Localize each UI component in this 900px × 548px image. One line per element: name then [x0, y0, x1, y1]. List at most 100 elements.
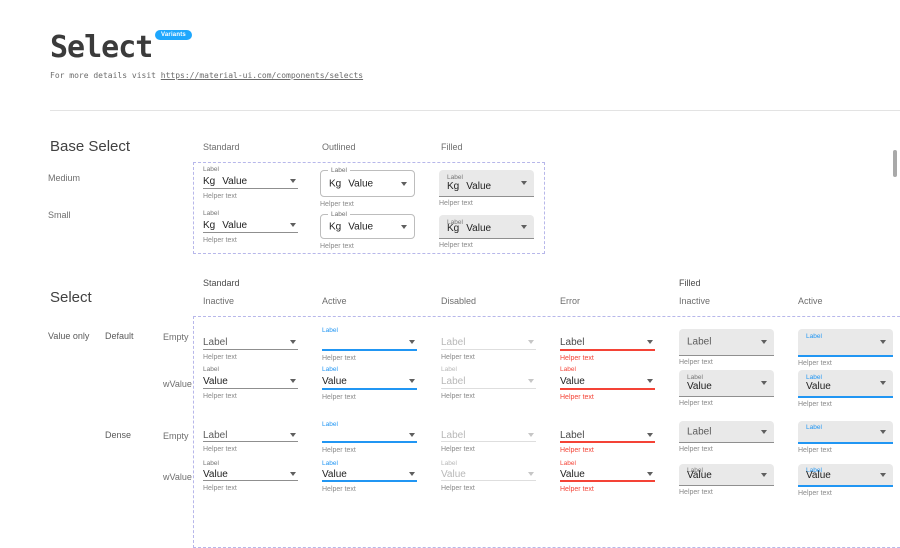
select-field[interactable]: Value: [322, 375, 417, 390]
select-adornment: Kg: [447, 181, 460, 192]
state-header-error: Error: [560, 296, 580, 306]
state-header-disabled: Disabled: [441, 296, 477, 306]
dropdown-caret-icon: [528, 472, 534, 476]
select-filled-active-empty: Label Helper text: [798, 329, 893, 367]
select-field[interactable]: Label Kg Value: [320, 167, 415, 197]
helper-text: Helper text: [203, 237, 237, 244]
select-value: Value: [687, 381, 712, 392]
dropdown-caret-icon: [290, 179, 296, 183]
select-field[interactable]: Label: [560, 336, 655, 351]
dropdown-caret-icon: [290, 223, 296, 227]
select-field[interactable]: Label Kg Value: [439, 215, 534, 239]
select-field[interactable]: Label: [441, 375, 536, 389]
helper-text: Helper text: [679, 359, 713, 366]
helper-text: Helper text: [203, 446, 237, 453]
select-field[interactable]: Label Value: [798, 464, 893, 487]
select-label: Label: [203, 460, 219, 467]
select-field[interactable]: Label: [798, 421, 893, 444]
select-field[interactable]: Value: [203, 468, 298, 481]
select-value: Kg Value: [329, 178, 374, 189]
select-standard-disabled-empty: Label Helper text: [441, 326, 536, 361]
helper-text: Helper text: [560, 355, 594, 362]
select-standard-active-empty: Label Helper text: [322, 326, 417, 362]
select-value: Label: [441, 376, 466, 387]
dropdown-caret-icon: [528, 379, 534, 383]
select-label: Label: [203, 166, 219, 173]
select-label: [203, 326, 298, 336]
variants-badge: Variants: [155, 30, 192, 40]
state-header-inactive: Inactive: [203, 296, 235, 306]
select-filled-inactive-dense-empty: Label Helper text: [679, 421, 774, 453]
select-label: Label: [328, 167, 350, 175]
helper-text: Helper text: [560, 486, 594, 493]
select-field[interactable]: Label: [441, 429, 536, 442]
case-label: Value only: [48, 331, 90, 341]
group-header-filled: Filled: [679, 278, 701, 288]
select-label: [203, 420, 298, 429]
select-field[interactable]: Label: [679, 329, 774, 356]
dropdown-caret-icon: [521, 224, 527, 229]
select-label: Label: [687, 426, 712, 437]
select-field[interactable]: Value: [441, 468, 536, 481]
select-field[interactable]: [322, 336, 417, 351]
dropdown-caret-icon: [880, 429, 886, 434]
select-value: Label: [560, 337, 585, 348]
divider: [50, 110, 900, 111]
group-header-standard: Standard: [203, 278, 240, 288]
select-field[interactable]: Label: [560, 429, 655, 443]
select-standard-disabled-dense-empty: Label Helper text: [441, 420, 536, 453]
select-standard-inactive-wvalue: Label Value Helper text: [203, 365, 298, 400]
page-title: Select: [50, 30, 153, 65]
dropdown-caret-icon: [761, 429, 767, 434]
select-standard-active-dense-empty: Label Helper text: [322, 420, 417, 454]
select-value: Label: [203, 430, 228, 441]
helper-text: Helper text: [322, 355, 356, 362]
select-label: Label: [447, 219, 463, 226]
select-field[interactable]: [322, 429, 417, 443]
helper-text: Helper text: [203, 354, 237, 361]
select-field[interactable]: Label Value: [798, 370, 893, 398]
select-label: Label: [560, 460, 576, 467]
select-field[interactable]: Label: [203, 336, 298, 350]
select-field[interactable]: Label Value: [679, 370, 774, 397]
select-field[interactable]: Value: [322, 468, 417, 482]
base-select-outlined-medium: Label Kg Value Helper text: [320, 167, 415, 208]
select-field[interactable]: Label: [203, 429, 298, 442]
dropdown-caret-icon: [880, 472, 886, 477]
select-value: Label: [560, 430, 585, 441]
select-value: Label: [441, 337, 466, 348]
select-label: [560, 326, 655, 336]
select-value: Value: [806, 381, 831, 392]
select-adornment: Kg: [203, 220, 216, 231]
select-field[interactable]: Label Value: [679, 464, 774, 486]
select-field[interactable]: Label Kg Value: [439, 170, 534, 197]
select-adornment: Kg: [447, 223, 460, 234]
dropdown-caret-icon: [409, 379, 415, 383]
helper-text: Helper text: [439, 200, 473, 207]
select-adornment: Kg: [329, 178, 342, 189]
scrollbar-thumb[interactable]: [893, 150, 897, 177]
select-value: Value: [687, 470, 712, 481]
dropdown-caret-icon: [409, 433, 415, 437]
select-field[interactable]: Kg Value: [203, 175, 298, 189]
select-field[interactable]: Kg Value: [203, 219, 298, 233]
helper-text: Helper text: [441, 354, 475, 361]
select-field[interactable]: Label: [441, 336, 536, 350]
select-field[interactable]: Label: [679, 421, 774, 443]
select-field[interactable]: Value: [560, 375, 655, 390]
select-label: Label: [203, 210, 219, 217]
select-field[interactable]: Value: [203, 375, 298, 389]
select-filled-inactive-empty: Label Helper text: [679, 329, 774, 366]
select-field[interactable]: Label: [798, 329, 893, 357]
row-label-medium: Medium: [48, 173, 81, 183]
select-field[interactable]: Label Kg Value: [320, 211, 415, 239]
select-label: Label: [560, 366, 576, 373]
dropdown-caret-icon: [761, 381, 767, 385]
select-field[interactable]: Value: [560, 468, 655, 482]
row-group-dense: Dense: [105, 430, 132, 440]
row-label-small: Small: [48, 210, 71, 220]
select-standard-error-wvalue: Label Value Helper text: [560, 365, 655, 401]
helper-text: Helper text: [322, 486, 356, 493]
select-standard-active-dense-wvalue: Label Value Helper text: [322, 459, 417, 493]
docs-link[interactable]: https://material-ui.com/components/selec…: [160, 71, 364, 80]
